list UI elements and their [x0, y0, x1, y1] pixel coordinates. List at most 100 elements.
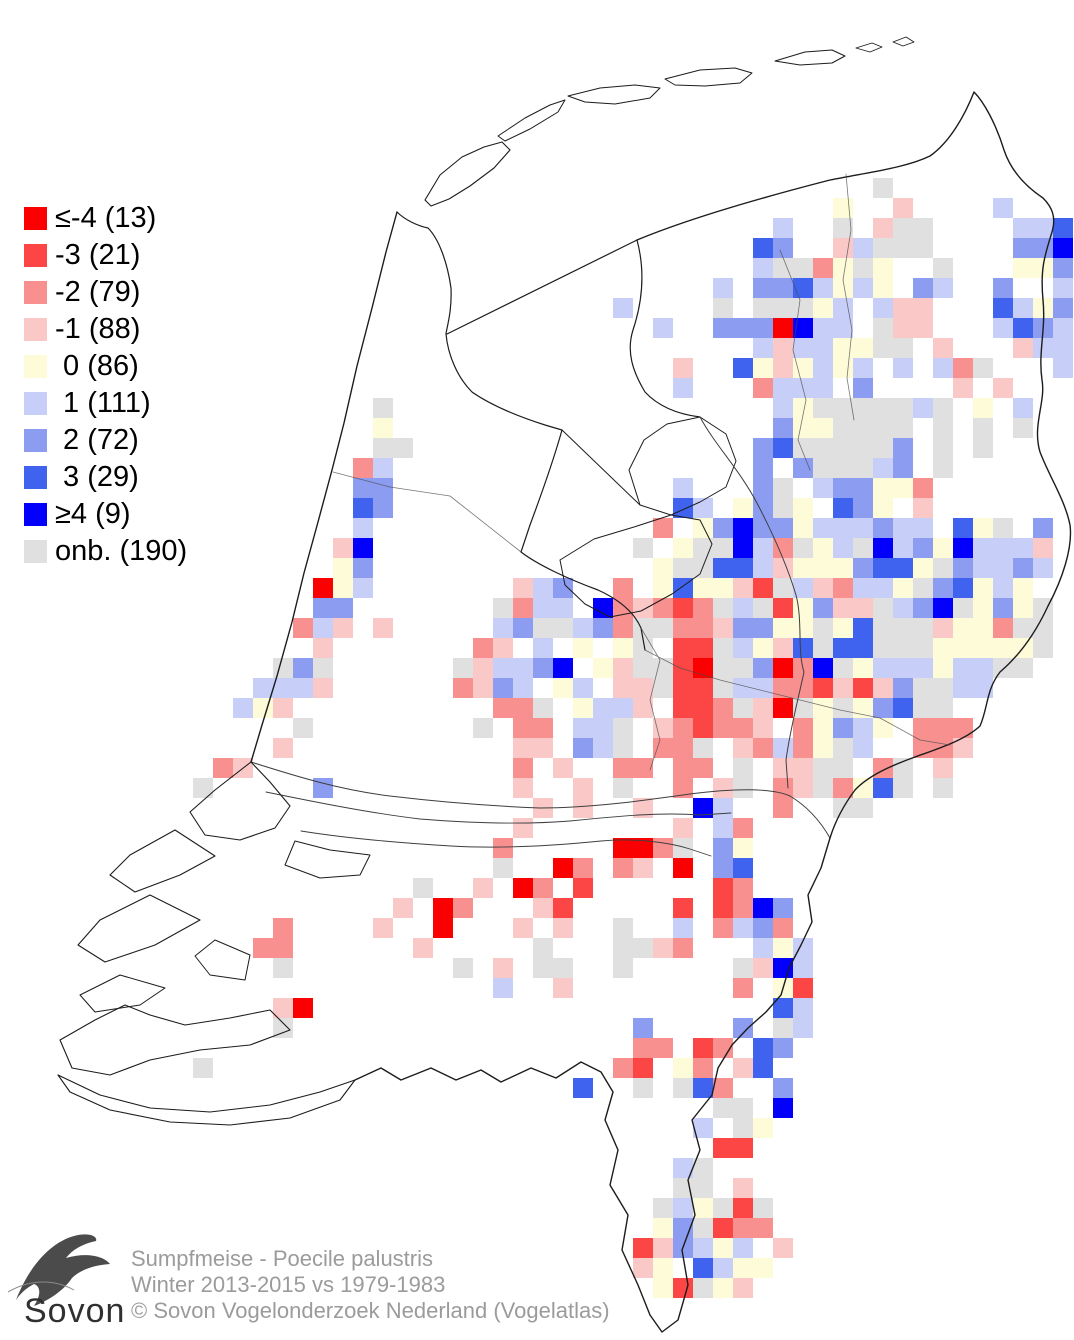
atlas-cell	[733, 558, 753, 578]
atlas-cell	[673, 498, 693, 518]
atlas-cell	[533, 898, 553, 918]
island-terschelling	[567, 84, 661, 105]
atlas-cell	[553, 598, 573, 618]
atlas-cell	[933, 578, 953, 598]
atlas-cell	[653, 718, 673, 738]
atlas-cell	[513, 918, 533, 938]
atlas-cell	[873, 498, 893, 518]
atlas-cell	[253, 698, 273, 718]
atlas-cell	[853, 258, 873, 278]
atlas-cell	[733, 878, 753, 898]
island-schiermonnikoog	[774, 49, 846, 66]
atlas-cell	[533, 598, 553, 618]
atlas-cell	[873, 618, 893, 638]
atlas-cell	[593, 658, 613, 678]
coast-north-german-border	[636, 91, 1072, 839]
atlas-cell	[713, 898, 733, 918]
atlas-cell	[273, 678, 293, 698]
atlas-cell	[533, 658, 553, 678]
island-vlieland	[497, 99, 566, 142]
atlas-cell	[673, 738, 693, 758]
island-tholen	[194, 939, 251, 981]
atlas-cell	[913, 598, 933, 618]
atlas-cell	[793, 558, 813, 578]
swallow-icon	[16, 1234, 110, 1306]
atlas-cell	[693, 1198, 713, 1218]
noordzeekanaal	[332, 471, 522, 553]
island-goeree	[109, 829, 216, 893]
grid-cells	[193, 178, 1073, 1298]
atlas-cell	[693, 558, 713, 578]
atlas-cell	[673, 358, 693, 378]
legend-item: 1 (111)	[24, 385, 187, 422]
atlas-cell	[713, 638, 733, 658]
atlas-cell	[353, 478, 373, 498]
caption-copyright: © Sovon Vogelonderzoek Nederland (Vogela…	[131, 1298, 610, 1323]
atlas-cell	[373, 478, 393, 498]
atlas-cell	[773, 778, 793, 798]
atlas-cell	[673, 538, 693, 558]
atlas-cell	[793, 1018, 813, 1038]
atlas-cell	[973, 598, 993, 618]
atlas-cell	[953, 638, 973, 658]
atlas-cell	[913, 518, 933, 538]
atlas-cell	[673, 598, 693, 618]
legend-swatch	[24, 207, 47, 230]
atlas-cell	[673, 678, 693, 698]
atlas-cell	[1053, 218, 1073, 238]
atlas-cell	[533, 718, 553, 738]
atlas-cell	[833, 738, 853, 758]
atlas-cell	[893, 698, 913, 718]
legend-label: 1 (111)	[55, 387, 151, 419]
caption-species: Sumpfmeise - Poecile palustris	[131, 1246, 434, 1271]
atlas-cell	[453, 658, 473, 678]
legend-label: 2 (72)	[55, 424, 139, 456]
atlas-cell	[773, 898, 793, 918]
atlas-cell	[413, 938, 433, 958]
border-drenthe	[779, 249, 811, 471]
atlas-cell	[833, 278, 853, 298]
atlas-cell	[833, 398, 853, 418]
atlas-cell	[793, 278, 813, 298]
atlas-cell	[673, 1158, 693, 1178]
atlas-cell	[793, 698, 813, 718]
atlas-cell	[853, 658, 873, 678]
atlas-cell	[373, 618, 393, 638]
atlas-cell	[873, 638, 893, 658]
atlas-cell	[813, 758, 833, 778]
atlas-cell	[773, 758, 793, 778]
atlas-cell	[893, 398, 913, 418]
atlas-cell	[713, 578, 733, 598]
atlas-cell	[753, 678, 773, 698]
atlas-cell	[733, 1218, 753, 1238]
atlas-cell	[733, 638, 753, 658]
atlas-cell	[773, 1098, 793, 1118]
atlas-cell	[473, 638, 493, 658]
atlas-cell	[793, 958, 813, 978]
atlas-cell	[653, 558, 673, 578]
atlas-cell	[773, 558, 793, 578]
atlas-cell	[433, 918, 453, 938]
atlas-cell	[873, 458, 893, 478]
atlas-cell	[693, 698, 713, 718]
atlas-cell	[773, 518, 793, 538]
atlas-cell	[753, 1118, 773, 1138]
atlas-cell	[353, 558, 373, 578]
legend-item: -1 (88)	[24, 311, 187, 348]
atlas-cell	[513, 578, 533, 598]
atlas-cell	[813, 658, 833, 678]
legend-swatch	[24, 540, 47, 563]
atlas-cell	[893, 678, 913, 698]
atlas-cell	[833, 598, 853, 618]
atlas-cell	[573, 858, 593, 878]
atlas-cell	[1033, 218, 1053, 238]
atlas-cell	[633, 798, 653, 818]
atlas-cell	[413, 878, 433, 898]
atlas-cell	[493, 958, 513, 978]
atlas-cell	[473, 678, 493, 698]
atlas-cell	[913, 218, 933, 238]
atlas-cell	[433, 898, 453, 918]
atlas-cell	[793, 258, 813, 278]
atlas-cell	[513, 718, 533, 738]
atlas-cell	[653, 658, 673, 678]
